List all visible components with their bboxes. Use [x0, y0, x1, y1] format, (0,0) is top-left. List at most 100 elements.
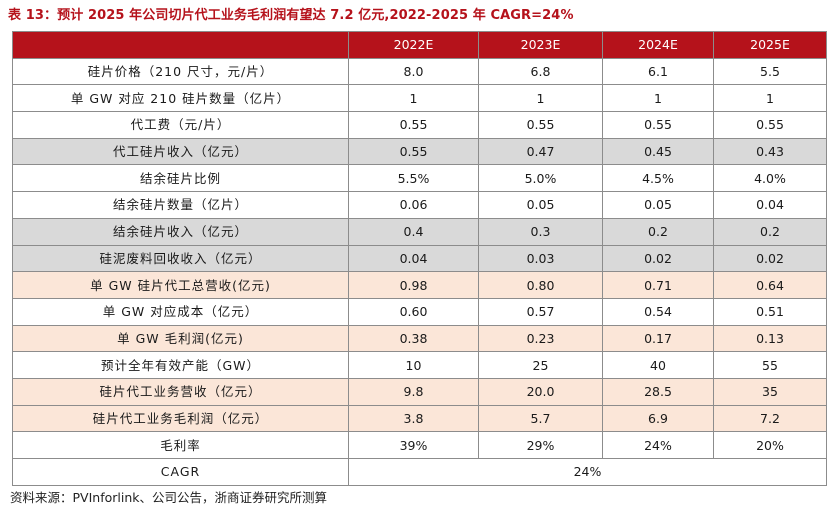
value-cell: 5.5% [348, 164, 479, 193]
value-cell: 24% [602, 431, 714, 459]
value-cell: 6.8 [478, 57, 603, 86]
header-row: 2022E 2023E 2024E 2025E [12, 31, 827, 59]
value-cell: 0.17 [602, 324, 714, 353]
table-row: 硅片代工业务毛利润（亿元） 3.8 5.7 6.9 7.2 [12, 404, 827, 433]
value-cell: 0.55 [348, 137, 479, 166]
value-cell: 0.03 [478, 244, 603, 273]
cagr-row: CAGR 24% [12, 458, 827, 486]
value-cell: 4.5% [602, 164, 714, 193]
value-cell: 20.0 [478, 377, 603, 406]
table-row: 结余硅片数量（亿片） 0.06 0.05 0.05 0.04 [12, 191, 827, 219]
value-cell: 0.45 [602, 137, 714, 166]
value-cell: 0.55 [478, 111, 603, 139]
value-cell: 10 [348, 351, 479, 379]
table-row: 硅片代工业务营收（亿元） 9.8 20.0 28.5 35 [12, 377, 827, 406]
forecast-table: 2022E 2023E 2024E 2025E 硅片价格（210 尺寸，元/片）… [12, 31, 827, 486]
value-cell: 0.05 [478, 191, 603, 219]
value-cell: 40 [602, 351, 714, 379]
row-label: 单 GW 对应 210 硅片数量（亿片） [12, 84, 349, 113]
row-label: 硅片价格（210 尺寸，元/片） [12, 57, 349, 86]
value-cell: 0.64 [713, 271, 827, 299]
value-cell: 0.04 [713, 191, 827, 219]
value-cell: 5.5 [713, 57, 827, 86]
value-cell: 25 [478, 351, 603, 379]
value-cell: 28.5 [602, 377, 714, 406]
row-label: 毛利率 [12, 431, 349, 459]
value-cell: 20% [713, 431, 827, 459]
table-row: 结余硅片收入（亿元） 0.4 0.3 0.2 0.2 [12, 217, 827, 246]
value-cell: 4.0% [713, 164, 827, 193]
value-cell: 0.3 [478, 217, 603, 246]
value-cell: 0.54 [602, 297, 714, 326]
value-cell: 0.05 [602, 191, 714, 219]
value-cell: 7.2 [713, 404, 827, 433]
value-cell: 0.55 [602, 111, 714, 139]
cagr-label: CAGR [12, 458, 349, 486]
table-row: 单 GW 硅片代工总营收(亿元) 0.98 0.80 0.71 0.64 [12, 271, 827, 299]
header-cell-2022e: 2022E [348, 31, 479, 59]
row-label: 硅片代工业务营收（亿元） [12, 377, 349, 406]
value-cell: 0.80 [478, 271, 603, 299]
value-cell: 1 [348, 84, 479, 113]
table-row: 毛利率 39% 29% 24% 20% [12, 431, 827, 459]
value-cell: 0.23 [478, 324, 603, 353]
row-label: 结余硅片比例 [12, 164, 349, 193]
value-cell: 0.51 [713, 297, 827, 326]
value-cell: 29% [478, 431, 603, 459]
header-cell-2023e: 2023E [478, 31, 603, 59]
table-row: 代工费（元/片） 0.55 0.55 0.55 0.55 [12, 111, 827, 139]
value-cell: 6.9 [602, 404, 714, 433]
value-cell: 0.38 [348, 324, 479, 353]
row-label: 预计全年有效产能（GW） [12, 351, 349, 379]
value-cell: 0.2 [602, 217, 714, 246]
value-cell: 8.0 [348, 57, 479, 86]
value-cell: 0.2 [713, 217, 827, 246]
value-cell: 0.02 [713, 244, 827, 273]
cagr-value: 24% [348, 458, 827, 486]
table-row: 代工硅片收入（亿元） 0.55 0.47 0.45 0.43 [12, 137, 827, 166]
value-cell: 0.13 [713, 324, 827, 353]
source-note: 资料来源：PVInforlink、公司公告，浙商证券研究所测算 [10, 490, 327, 505]
value-cell: 0.71 [602, 271, 714, 299]
row-label: 硅片代工业务毛利润（亿元） [12, 404, 349, 433]
table-row: 单 GW 对应成本（亿元） 0.60 0.57 0.54 0.51 [12, 297, 827, 326]
table-row: 预计全年有效产能（GW） 10 25 40 55 [12, 351, 827, 379]
row-label: 单 GW 毛利润(亿元) [12, 324, 349, 353]
value-cell: 0.60 [348, 297, 479, 326]
row-label: 单 GW 对应成本（亿元） [12, 297, 349, 326]
value-cell: 5.7 [478, 404, 603, 433]
value-cell: 0.98 [348, 271, 479, 299]
row-label: 单 GW 硅片代工总营收(亿元) [12, 271, 349, 299]
value-cell: 35 [713, 377, 827, 406]
value-cell: 1 [478, 84, 603, 113]
table-row: 硅泥废料回收收入（亿元） 0.04 0.03 0.02 0.02 [12, 244, 827, 273]
row-label: 代工费（元/片） [12, 111, 349, 139]
value-cell: 5.0% [478, 164, 603, 193]
value-cell: 39% [348, 431, 479, 459]
value-cell: 0.04 [348, 244, 479, 273]
value-cell: 0.55 [348, 111, 479, 139]
value-cell: 0.47 [478, 137, 603, 166]
row-label: 硅泥废料回收收入（亿元） [12, 244, 349, 273]
header-cell-label [12, 31, 349, 59]
value-cell: 9.8 [348, 377, 479, 406]
value-cell: 55 [713, 351, 827, 379]
value-cell: 1 [602, 84, 714, 113]
table-body: 硅片价格（210 尺寸，元/片） 8.0 6.8 6.1 5.5 单 GW 对应 210 … [12, 57, 827, 459]
row-label: 代工硅片收入（亿元） [12, 137, 349, 166]
table-caption: 表 13：预计 2025 年公司切片代工业务毛利润有望达 7.2 亿元,2022… [8, 8, 574, 23]
table-row: 单 GW 毛利润(亿元) 0.38 0.23 0.17 0.13 [12, 324, 827, 353]
value-cell: 1 [713, 84, 827, 113]
value-cell: 0.43 [713, 137, 827, 166]
row-label: 结余硅片数量（亿片） [12, 191, 349, 219]
header-cell-2025e: 2025E [713, 31, 827, 59]
value-cell: 0.4 [348, 217, 479, 246]
row-label: 结余硅片收入（亿元） [12, 217, 349, 246]
value-cell: 0.57 [478, 297, 603, 326]
table-row: 硅片价格（210 尺寸，元/片） 8.0 6.8 6.1 5.5 [12, 57, 827, 86]
table-row: 单 GW 对应 210 硅片数量（亿片） 1 1 1 1 [12, 84, 827, 113]
value-cell: 0.55 [713, 111, 827, 139]
value-cell: 0.06 [348, 191, 479, 219]
header-cell-2024e: 2024E [602, 31, 714, 59]
table-row: 结余硅片比例 5.5% 5.0% 4.5% 4.0% [12, 164, 827, 193]
